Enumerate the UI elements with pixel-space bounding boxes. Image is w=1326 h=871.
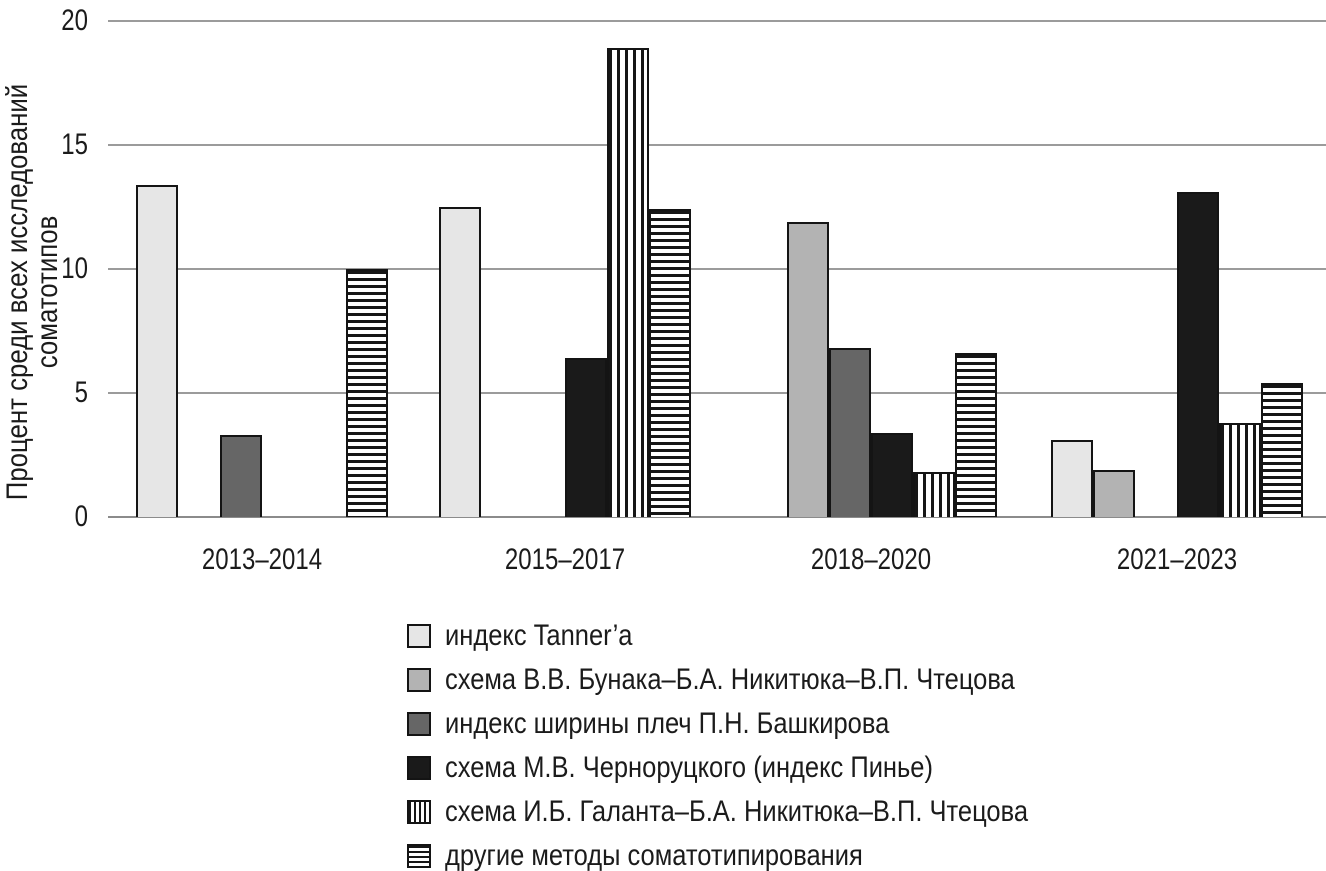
bar-slot	[220, 21, 262, 517]
y-tick-label: 15	[61, 128, 88, 161]
bar	[871, 432, 913, 517]
legend-label: схема М.В. Черноруцкого (индекс Пинье)	[445, 751, 933, 784]
bar	[1219, 422, 1261, 517]
bar-slot	[178, 21, 220, 517]
legend: индекс Tanner’a схема В.В. Бунака–Б.А. Ни…	[407, 614, 1131, 871]
bar-slot	[787, 21, 829, 517]
legend-item: индекс Tanner’a	[407, 614, 1131, 658]
y-axis-title: Процент среди всех исследований соматоти…	[1, 83, 64, 501]
bar-slot	[829, 21, 871, 517]
x-tick-label: 2013–2014	[201, 543, 323, 576]
bar-slot	[1093, 21, 1135, 517]
bar	[220, 435, 262, 517]
bar-slot	[262, 21, 304, 517]
bar-slot	[565, 21, 607, 517]
bar	[607, 48, 649, 517]
bar-slot	[1177, 21, 1219, 517]
plot-area	[108, 20, 1326, 518]
y-tick-label: 5	[74, 376, 88, 409]
bar	[1177, 192, 1219, 517]
legend-item: схема М.В. Черноруцкого (индекс Пинье)	[407, 746, 1131, 790]
bar	[1261, 383, 1303, 517]
bar-slot	[745, 21, 787, 517]
bar-slot	[1135, 21, 1177, 517]
x-tick-label: 2018–2020	[810, 543, 932, 576]
gridline	[108, 268, 1326, 270]
legend-label: другие методы соматотипирования	[445, 839, 863, 871]
bar-slot	[346, 21, 388, 517]
legend-swatch	[407, 624, 431, 648]
bar	[649, 209, 691, 517]
x-tick-label: 2021–2023	[1116, 543, 1238, 576]
bar	[1051, 440, 1093, 517]
legend-swatch	[407, 712, 431, 736]
legend-label: схема В.В. Бунака–Б.А. Никитюка–В.П. Чте…	[445, 663, 1015, 696]
legend-label: индекс ширины плеч П.Н. Башкирова	[445, 707, 890, 740]
bar-slot	[913, 21, 955, 517]
legend-item: схема И.Б. Галанта–Б.А. Никитюка–В.П. Чт…	[407, 790, 1131, 834]
legend-swatch	[407, 756, 431, 780]
bar-slot	[607, 21, 649, 517]
bar-slot	[1261, 21, 1303, 517]
y-tick-label: 0	[74, 500, 88, 533]
bar	[346, 269, 388, 517]
legend-swatch	[407, 800, 431, 824]
bar-group	[745, 21, 997, 517]
bar	[955, 353, 997, 517]
bar-slot	[1219, 21, 1261, 517]
gridline	[108, 20, 1326, 22]
gridline	[108, 144, 1326, 146]
bar	[913, 472, 955, 517]
bar-slot	[304, 21, 346, 517]
legend-item: индекс ширины плеч П.Н. Башкирова	[407, 702, 1131, 746]
x-tick-label: 2015–2017	[504, 543, 626, 576]
bar-slot	[955, 21, 997, 517]
bar	[136, 184, 178, 517]
bar-slot	[439, 21, 481, 517]
bar	[439, 207, 481, 517]
y-tick-label: 20	[61, 4, 88, 37]
legend-label: схема И.Б. Галанта–Б.А. Никитюка–В.П. Чт…	[445, 795, 1029, 828]
bar-group	[439, 21, 691, 517]
bar-slot	[871, 21, 913, 517]
legend-label: индекс Tanner’a	[445, 619, 633, 652]
gridline	[108, 516, 1326, 518]
bar-slot	[523, 21, 565, 517]
legend-swatch	[407, 844, 431, 868]
bar	[565, 358, 607, 517]
bar	[1093, 469, 1135, 517]
legend-item: другие методы соматотипирования	[407, 834, 1131, 871]
bar-group	[136, 21, 388, 517]
legend-item: схема В.В. Бунака–Б.А. Никитюка–В.П. Чте…	[407, 658, 1131, 702]
bar-slot	[481, 21, 523, 517]
gridline	[108, 392, 1326, 394]
bar-slot	[1051, 21, 1093, 517]
bar-slot	[649, 21, 691, 517]
bar	[829, 348, 871, 517]
legend-swatch	[407, 668, 431, 692]
y-tick-label: 10	[61, 252, 88, 285]
bar-slot	[136, 21, 178, 517]
bar-group	[1051, 21, 1303, 517]
bar	[787, 221, 829, 517]
